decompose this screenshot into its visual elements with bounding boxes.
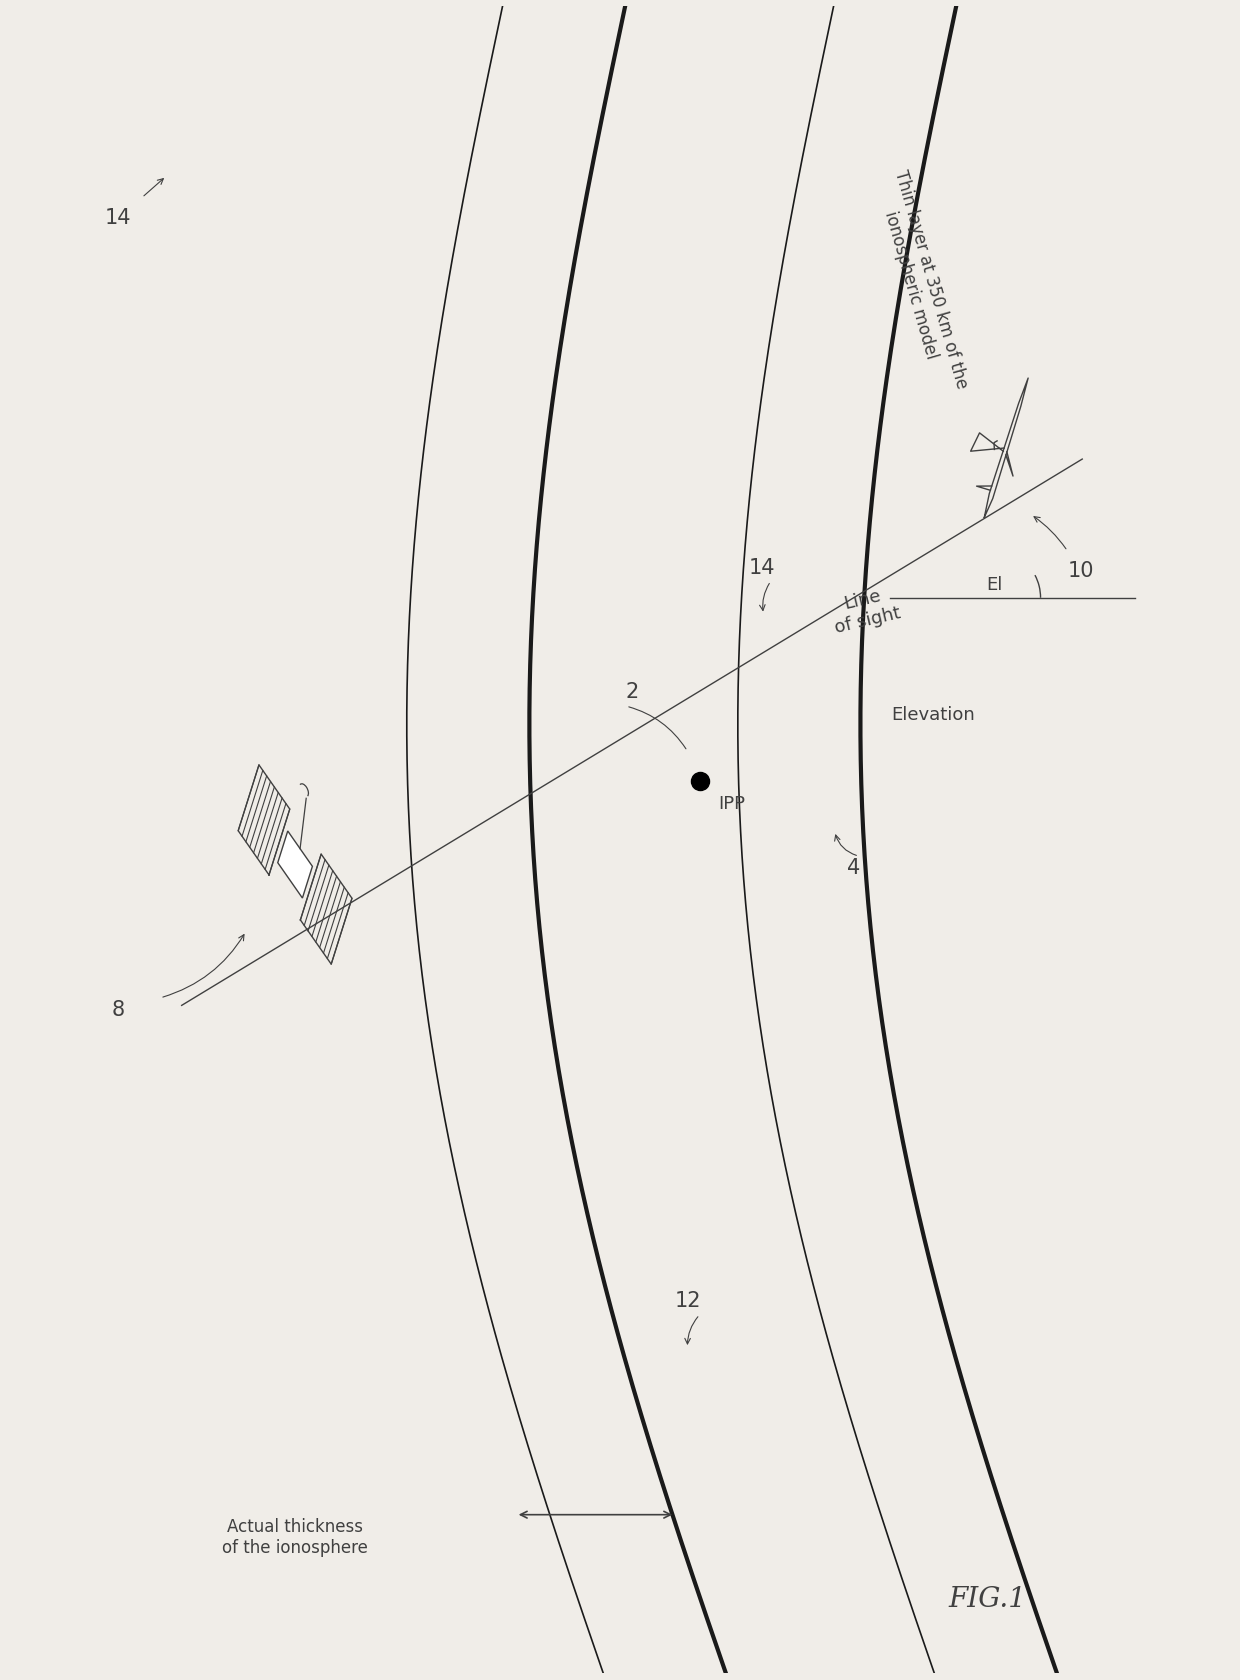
Text: Actual thickness
of the ionosphere: Actual thickness of the ionosphere [222,1517,368,1556]
Text: 10: 10 [1068,561,1094,581]
Text: 8: 8 [112,1000,124,1020]
Text: IPP: IPP [718,795,745,813]
Text: 4: 4 [847,857,861,877]
Text: 14: 14 [749,558,775,578]
Polygon shape [278,832,312,899]
Text: El: El [986,576,1002,595]
Text: Line
of sight: Line of sight [828,583,903,637]
Text: 12: 12 [675,1290,702,1310]
Text: Elevation: Elevation [890,706,975,724]
Text: Thin layer at 350 km of the
ionospheric model: Thin layer at 350 km of the ionospheric … [870,168,970,396]
Text: FIG.1: FIG.1 [949,1584,1027,1611]
Text: 14: 14 [105,208,131,227]
Text: 2: 2 [625,682,639,702]
